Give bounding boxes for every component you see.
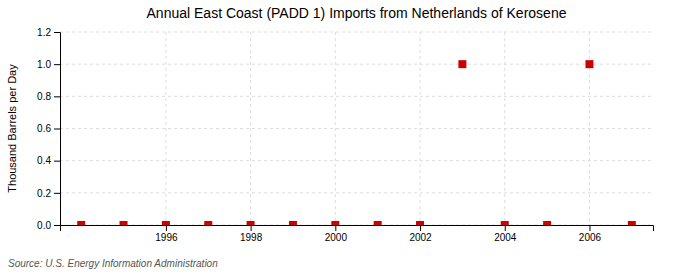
grid-line [60, 64, 653, 65]
annotation: Source: U.S. Energy Information Administ… [8, 258, 218, 269]
tick-label: 2002 [409, 232, 432, 243]
grid-line [60, 192, 653, 193]
tick: 2006 [579, 225, 602, 243]
tick-mark [54, 161, 60, 162]
point [543, 221, 551, 225]
tick: 1998 [240, 225, 263, 243]
point [501, 221, 509, 225]
grid-line [60, 32, 653, 33]
chart: 1996 1998 2000 2002 2004 2006 0.0 0.2 0.4 0.6 0.8 1… [0, 0, 675, 275]
point [77, 221, 85, 225]
tick-mark [54, 96, 60, 97]
tick-mark [420, 225, 421, 231]
tick-mark [505, 225, 506, 231]
point [628, 221, 636, 225]
axis-line [54, 33, 61, 226]
tick-mark [251, 225, 252, 231]
x-axis: 1996 1998 2000 2002 2004 2006 [61, 225, 654, 243]
tick: 1996 [155, 225, 178, 243]
tick-label: 2006 [579, 232, 602, 243]
grid-line [165, 32, 166, 225]
tick: 0.8 [37, 91, 60, 102]
point [162, 221, 170, 225]
tick-mark [589, 225, 590, 231]
tick-label: 0.4 [37, 155, 51, 166]
tick-label: 0.2 [37, 188, 51, 199]
tick-label: 0.6 [37, 123, 51, 134]
point [458, 60, 466, 68]
axis-line [61, 226, 654, 232]
tick: 1.0 [37, 59, 60, 70]
tick-mark [54, 225, 60, 226]
tick: 2000 [325, 225, 348, 243]
tick: 2002 [409, 225, 432, 243]
point [289, 221, 297, 225]
tick-mark [166, 225, 167, 231]
tick: 0.2 [37, 188, 60, 199]
point [247, 221, 255, 225]
tick-mark [54, 64, 60, 65]
point [204, 221, 212, 225]
point [120, 221, 128, 225]
title: Annual East Coast (PADD 1) Imports from … [147, 5, 567, 21]
points [77, 60, 636, 225]
grid-line [335, 32, 336, 225]
tick: 0.4 [37, 155, 60, 166]
point [585, 60, 593, 68]
grid-line [60, 96, 653, 97]
tick: 1.2 [37, 27, 60, 38]
point [416, 221, 424, 225]
tick-mark [335, 225, 336, 231]
grid-line [60, 128, 653, 129]
y-axis: 0.0 0.2 0.4 0.6 0.8 1.0 1.2 [37, 27, 60, 231]
tick-mark [54, 193, 60, 194]
point [331, 221, 339, 225]
tick-label: 2004 [494, 232, 517, 243]
y-axis-title: Thousand Barrels per Day [6, 64, 18, 193]
tick-label: 0.0 [37, 220, 51, 231]
tick-mark [54, 32, 60, 33]
tick: 2004 [494, 225, 517, 243]
grid [60, 32, 653, 225]
grid-line [250, 32, 251, 225]
tick-label: 1.0 [37, 59, 51, 70]
tick-label: 1.2 [37, 27, 51, 38]
tick-label: 1996 [155, 232, 178, 243]
tick-label: 0.8 [37, 91, 51, 102]
tick: 0.0 [37, 220, 60, 231]
tick: 0.6 [37, 123, 60, 134]
tick-label: 2000 [325, 232, 348, 243]
point [374, 221, 382, 225]
grid-line [60, 160, 653, 161]
tick-label: 1998 [240, 232, 263, 243]
tick-mark [54, 129, 60, 130]
